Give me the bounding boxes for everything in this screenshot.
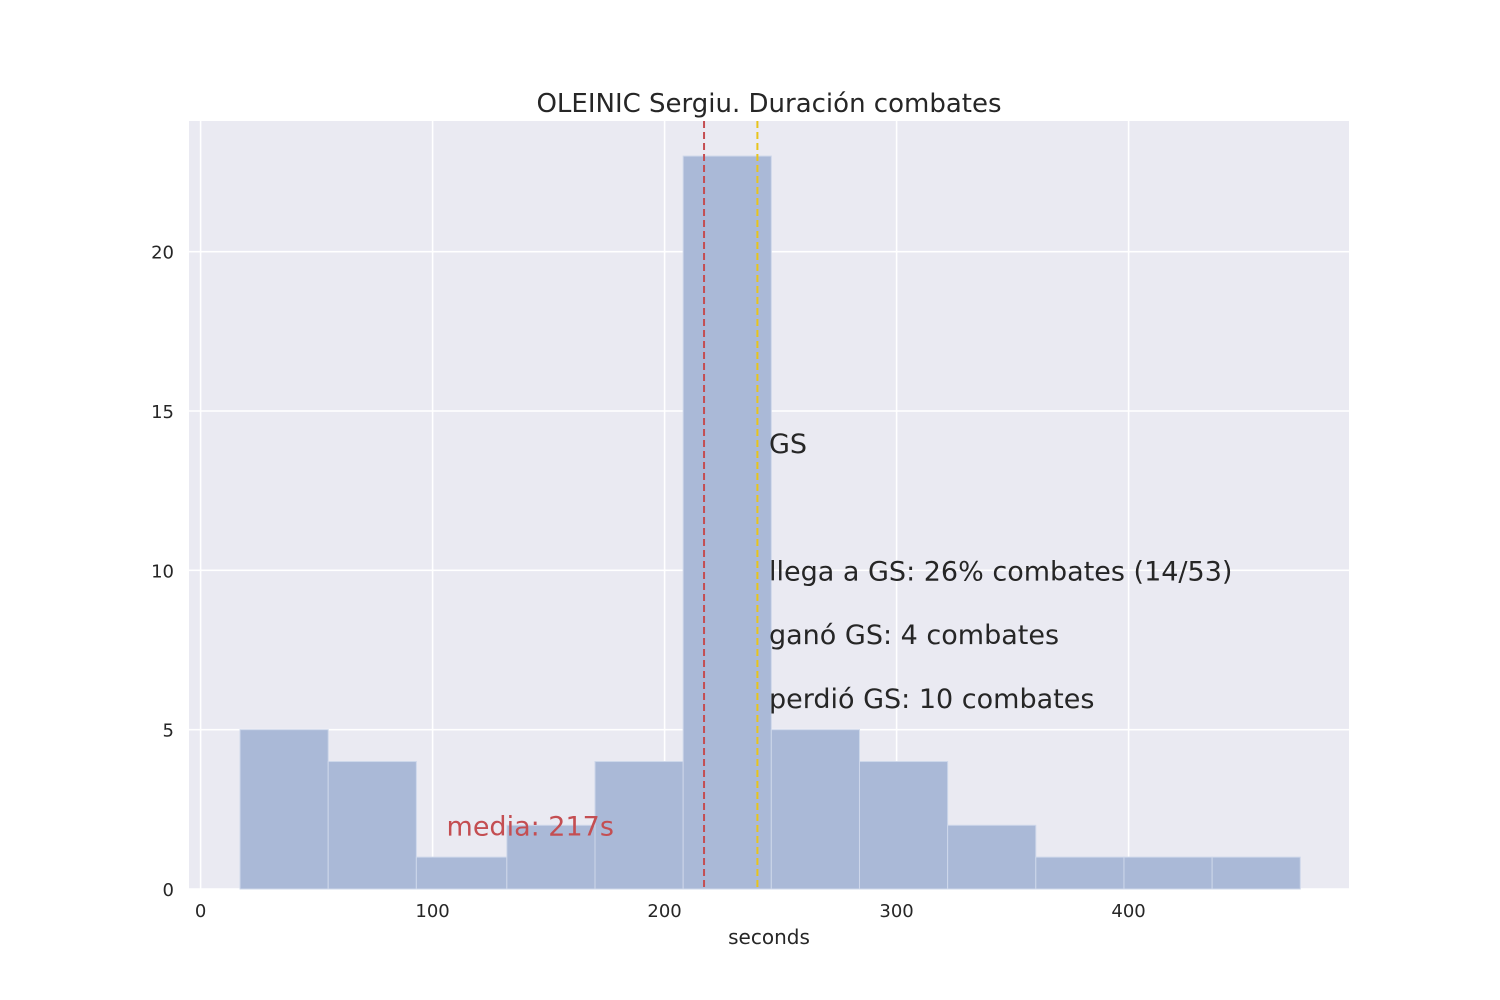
histogram-bar [506, 824, 596, 890]
x-tick-label: 0 [195, 901, 206, 922]
mean-label: media: 217s [447, 811, 614, 842]
annotation-text: llega a GS: 26% combates (14/53) [769, 556, 1232, 587]
y-tick-label: 10 [151, 561, 174, 582]
histogram-bar [947, 824, 1037, 890]
chart-title: OLEINIC Sergiu. Duración combates [536, 89, 1001, 119]
histogram-bar [770, 729, 860, 890]
y-tick-label: 15 [151, 402, 174, 423]
annotation-text: GS [769, 429, 807, 460]
x-axis-label: seconds [728, 925, 810, 949]
x-tick-label: 100 [415, 901, 449, 922]
annotation-text: ganó GS: 4 combates [769, 620, 1059, 651]
histogram-bar [1211, 856, 1301, 890]
y-tick-label: 0 [163, 880, 174, 901]
annotations: media: 217s GS llega a GS: 26% combates (1… [447, 429, 1233, 842]
reference-lines [703, 121, 759, 889]
y-tick-label: 5 [163, 721, 174, 742]
y-tick-label: 20 [151, 243, 174, 264]
tick-labels: 0 100 200 300 400 0 5 10 15 20 [151, 243, 1146, 922]
histogram-bar [239, 729, 329, 890]
histogram-bar [327, 761, 417, 890]
histogram-bar [1123, 856, 1213, 890]
x-tick-label: 300 [879, 901, 913, 922]
x-tick-label: 400 [1111, 901, 1145, 922]
annotation-text: perdió GS: 10 combates [769, 684, 1094, 715]
histogram-bar [594, 761, 684, 890]
histogram-bar [1035, 856, 1125, 890]
histogram-bar [858, 761, 949, 890]
x-tick-label: 200 [647, 901, 681, 922]
histogram-bar [415, 856, 508, 890]
histogram-bars [239, 155, 1301, 890]
